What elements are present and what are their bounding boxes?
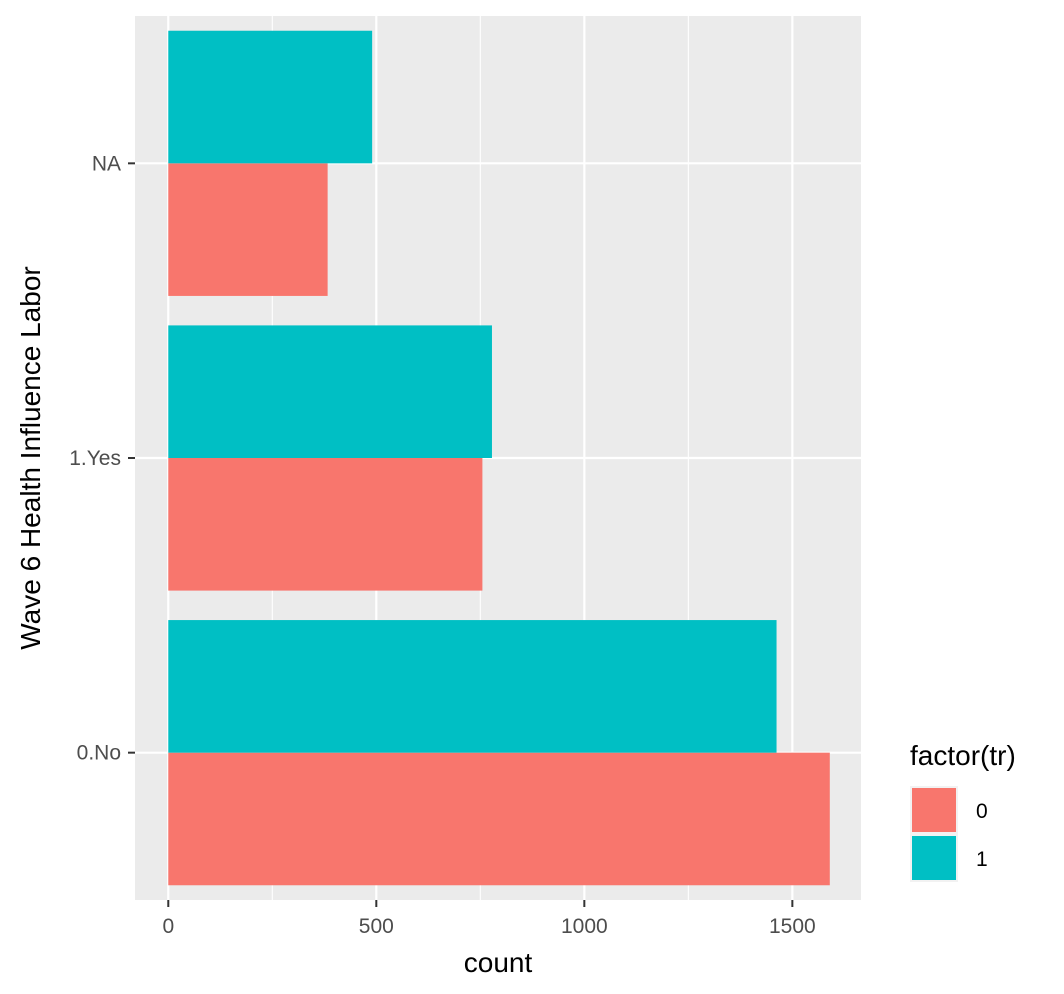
x-tick-label: 1000 [561,915,608,938]
bar-1-yes-series-0 [168,458,483,591]
bar-1-yes-series-1 [168,325,492,458]
legend-label-0: 0 [976,800,988,823]
x-tick-label: 1500 [769,915,816,938]
y-axis: 0.No 1.Yes NA [69,152,135,765]
legend-swatch-1 [912,836,956,880]
y-tick-label: 1.Yes [69,447,121,470]
y-tick-label: 0.No [77,742,121,765]
legend-label-1: 1 [976,848,988,871]
y-axis-title: Wave 6 Health Influence Labor [15,266,46,649]
legend: factor(tr) 0 1 [910,740,1016,882]
x-axis: 0 500 1000 1500 [162,900,816,938]
bar-na-series-1 [168,30,373,164]
x-tick-label: 0 [162,915,174,938]
bar-na-series-0 [168,163,328,296]
y-tick-label: NA [92,152,121,175]
bar-0-no-series-1 [168,620,777,753]
bar-0-no-series-0 [168,752,830,886]
x-axis-title: count [464,947,533,978]
legend-title: factor(tr) [910,740,1016,771]
x-tick-label: 500 [359,915,394,938]
bars [168,30,830,886]
legend-swatch-0 [912,788,956,832]
